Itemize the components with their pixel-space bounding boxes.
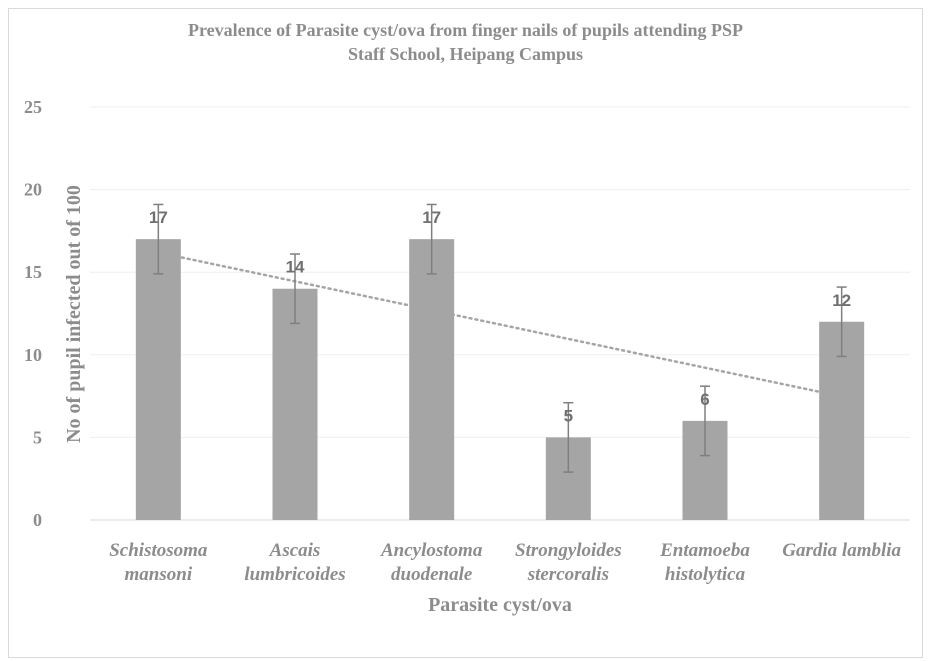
y-tick-label: 0	[33, 510, 42, 530]
x-tick-label: histolytica	[665, 564, 746, 585]
chart-title: Prevalence of Parasite cyst/ova from fin…	[0, 18, 931, 66]
y-axis-title: No of pupil infected out of 100	[63, 185, 85, 443]
data-label: 6	[700, 390, 709, 409]
x-tick-label: Strongyloides	[515, 540, 622, 561]
data-label: 17	[422, 208, 441, 227]
trendline	[157, 251, 843, 398]
x-tick-label: Schistosoma	[109, 540, 208, 561]
y-tick-label: 25	[24, 97, 42, 117]
x-tick-label: lumbricoides	[244, 564, 345, 585]
y-tick-label: 20	[24, 180, 42, 200]
data-label: 12	[832, 291, 851, 310]
x-tick-label: Gardia lamblia	[782, 540, 901, 561]
bar	[409, 239, 455, 520]
chart-title-line-1: Prevalence of Parasite cyst/ova from fin…	[188, 20, 743, 40]
data-label: 14	[286, 258, 305, 277]
x-tick-label: mansoni	[125, 564, 193, 585]
x-axis-title: Parasite cyst/ova	[428, 594, 572, 616]
x-tick-label: Ancylostoma	[380, 540, 483, 561]
y-tick-label: 15	[24, 262, 42, 282]
x-tick-label: stercoralis	[527, 564, 609, 585]
bar	[135, 239, 181, 520]
x-tick-label: Ascais	[269, 540, 321, 561]
x-tick-label: duodenale	[391, 564, 473, 585]
y-tick-label: 5	[33, 427, 42, 447]
x-tick-label: Entamoeba	[659, 540, 750, 561]
y-tick-label: 10	[24, 345, 42, 365]
data-label: 5	[564, 406, 573, 425]
bar	[272, 288, 318, 520]
data-label: 17	[149, 208, 168, 227]
chart-title-line-2: Staff School, Heipang Campus	[347, 44, 584, 64]
